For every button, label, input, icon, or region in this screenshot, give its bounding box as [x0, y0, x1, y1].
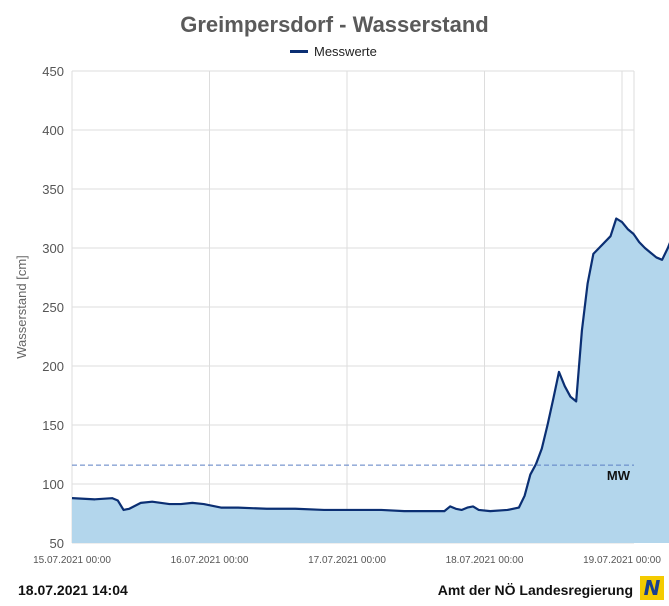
y-tick-label: 300: [42, 241, 64, 256]
x-tick-label: 16.07.2021 00:00: [171, 555, 249, 566]
y-tick-label: 400: [42, 123, 64, 138]
chart-title: Greimpersdorf - Wasserstand: [180, 12, 489, 37]
series-line: [71, 217, 669, 513]
series-area: [72, 218, 669, 543]
legend-label: Messwerte: [314, 44, 377, 59]
noe-logo: N: [640, 576, 664, 600]
y-tick-label: 200: [42, 359, 64, 374]
y-axis-label: Wasserstand [cm]: [14, 255, 29, 359]
y-tick-label: 100: [42, 477, 64, 492]
footer-date: 18.07.2021 14:04: [18, 582, 128, 598]
x-tick-label: 18.07.2021 00:00: [446, 555, 524, 566]
x-tick-label: 15.07.2021 00:00: [33, 555, 111, 566]
footer-organisation: Amt der NÖ Landesregierung: [437, 582, 633, 598]
reference-line-label: MW: [607, 468, 631, 483]
legend-swatch: [290, 50, 308, 53]
y-tick-label: 250: [42, 300, 64, 315]
y-tick-label: 350: [42, 182, 64, 197]
y-tick-label: 150: [42, 418, 64, 433]
legend: Messwerte: [290, 44, 377, 59]
y-tick-label: 50: [50, 536, 64, 551]
x-tick-label: 17.07.2021 00:00: [308, 555, 386, 566]
y-tick-label: 450: [42, 64, 64, 79]
x-tick-label: 19.07.2021 00:00: [583, 555, 661, 566]
